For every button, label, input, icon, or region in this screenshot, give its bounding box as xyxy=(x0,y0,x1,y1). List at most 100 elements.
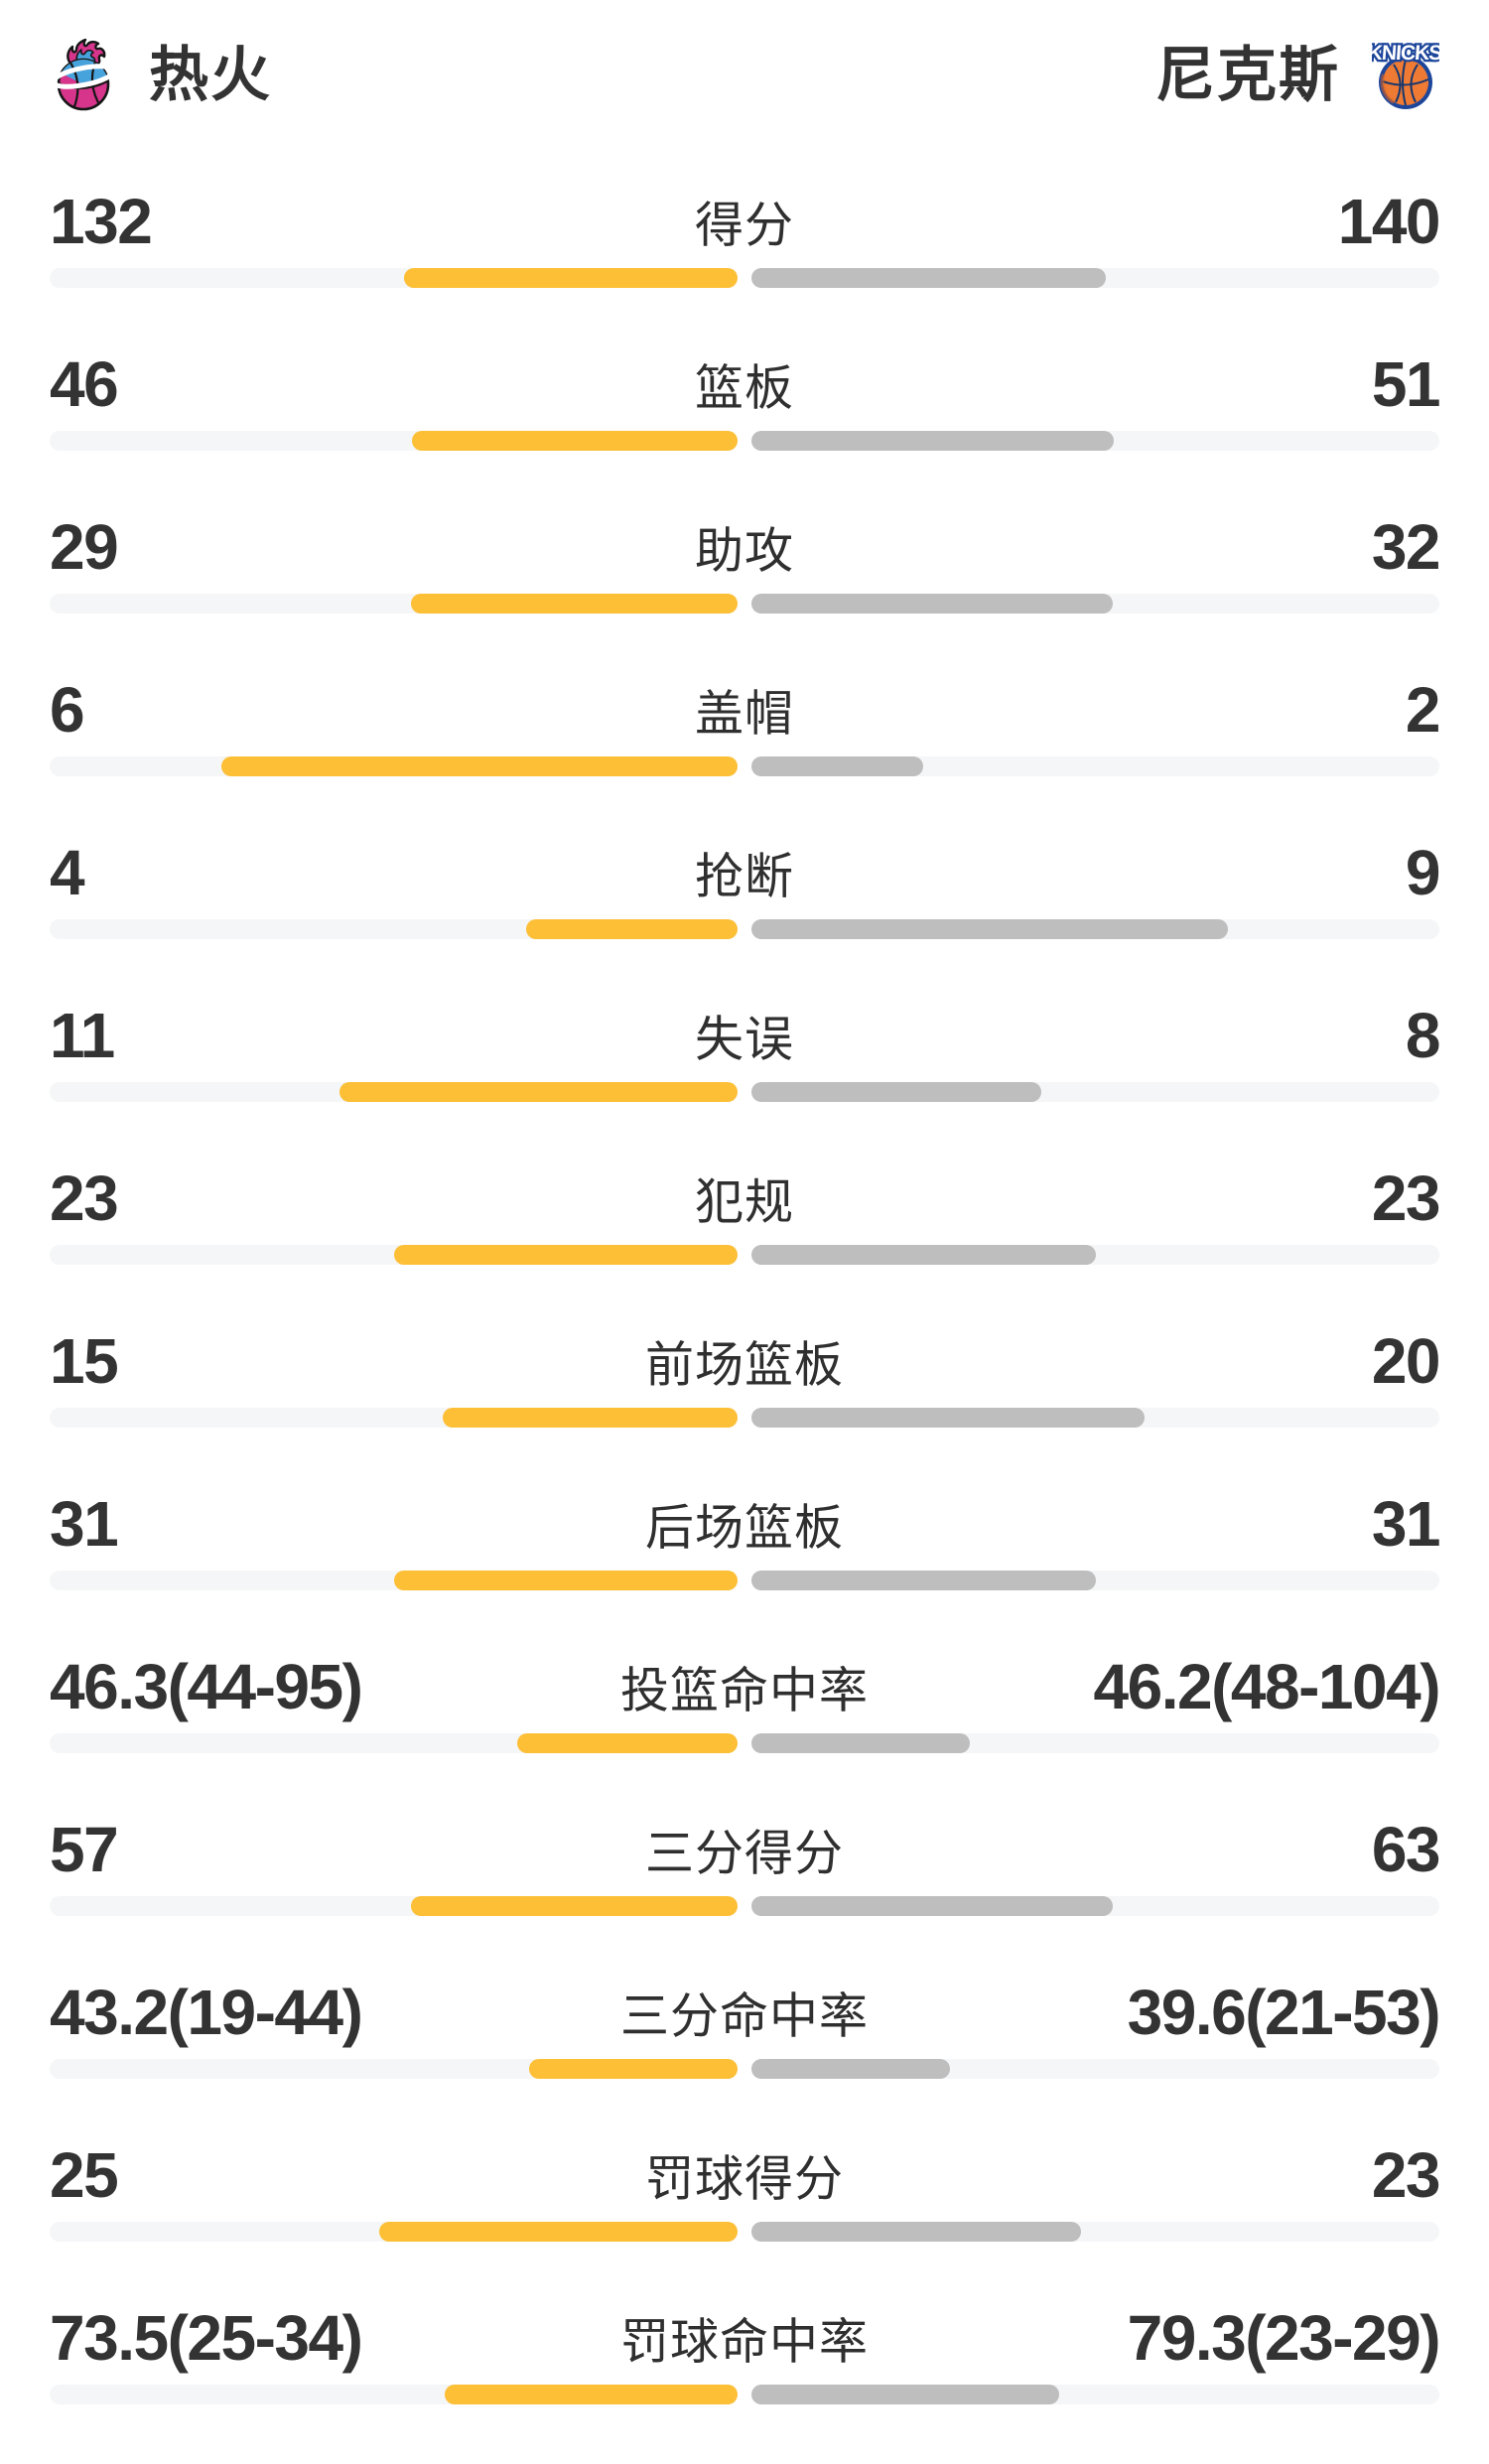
team-home-name: 热火 xyxy=(149,42,272,108)
away-bar-fill xyxy=(751,1082,1041,1102)
away-bar-fill xyxy=(751,1896,1113,1916)
stat-values-line: 132 得分 140 xyxy=(50,186,1441,257)
home-bar-fill xyxy=(410,1896,738,1916)
home-bar-fill xyxy=(525,919,738,939)
home-bar-track xyxy=(50,1896,738,1916)
stat-values-line: 25 罚球得分 23 xyxy=(50,2139,1441,2211)
home-bar-fill xyxy=(411,431,738,451)
away-bar-track xyxy=(751,1896,1439,1916)
home-stat-value: 6 xyxy=(50,674,85,746)
stat-bars xyxy=(50,919,1439,939)
home-bar-track xyxy=(50,594,738,614)
away-bar-track xyxy=(751,431,1439,451)
away-bar-track xyxy=(751,268,1439,288)
away-stat-value: 8 xyxy=(1405,1000,1441,1071)
home-bar-track xyxy=(50,1408,738,1428)
stat-bars xyxy=(50,756,1439,776)
stat-label: 投篮命中率 xyxy=(619,1664,870,1718)
away-stat-value: 51 xyxy=(1371,348,1441,420)
home-stat-value: 43.2(19-44) xyxy=(50,1977,363,2048)
team-away-name: 尼克斯 xyxy=(1155,42,1340,108)
home-stat-value: 46 xyxy=(50,348,119,420)
home-bar-track xyxy=(50,431,738,451)
stat-row-14: 73.5(25-34) 罚球命中率 79.3(23-29) xyxy=(0,2305,1489,2464)
away-bar-fill xyxy=(751,756,924,776)
away-stat-value: 39.6(21-53) xyxy=(1127,1977,1441,2048)
svg-text:KNICKS: KNICKS xyxy=(1372,42,1439,65)
scoreboard-header: 热火 尼克斯 KNICKS xyxy=(0,38,1489,113)
stat-row-3: 29 助攻 32 xyxy=(0,514,1489,673)
home-stat-value: 23 xyxy=(50,1163,119,1234)
home-bar-track xyxy=(50,2059,738,2079)
away-stat-value: 23 xyxy=(1371,1163,1441,1234)
away-stat-value: 79.3(23-29) xyxy=(1127,2302,1441,2374)
away-stat-value: 9 xyxy=(1405,837,1441,908)
away-stat-value: 20 xyxy=(1371,1325,1441,1397)
stat-bars xyxy=(50,1571,1439,1590)
stat-label: 得分 xyxy=(694,199,795,253)
stat-bars xyxy=(50,1245,1439,1265)
away-stat-value: 2 xyxy=(1405,674,1441,746)
away-stat-value: 23 xyxy=(1371,2139,1441,2211)
home-bar-track xyxy=(50,1733,738,1753)
home-stat-value: 132 xyxy=(50,186,153,257)
away-bar-fill xyxy=(751,1571,1096,1590)
stat-label: 失误 xyxy=(694,1013,795,1067)
away-bar-track xyxy=(751,1408,1439,1428)
stat-row-5: 4 抢断 9 xyxy=(0,840,1489,999)
stat-values-line: 11 失误 8 xyxy=(50,1000,1441,1071)
away-bar-fill xyxy=(751,1733,970,1753)
stat-label: 犯规 xyxy=(694,1175,795,1230)
stat-bars xyxy=(50,1082,1439,1102)
stat-label: 助攻 xyxy=(694,524,795,579)
away-stat-value: 32 xyxy=(1371,511,1441,583)
home-bar-fill xyxy=(445,2385,738,2404)
away-bar-track xyxy=(751,1082,1439,1102)
stat-bars xyxy=(50,268,1439,288)
knicks-logo-icon: KNICKS xyxy=(1372,40,1439,109)
home-stat-value: 4 xyxy=(50,837,85,908)
stat-values-line: 46.3(44-95) 投篮命中率 46.2(48-104) xyxy=(50,1651,1441,1722)
away-stat-value: 31 xyxy=(1371,1488,1441,1560)
home-stat-value: 57 xyxy=(50,1814,119,1885)
stat-values-line: 23 犯规 23 xyxy=(50,1163,1441,1234)
away-bar-track xyxy=(751,1245,1439,1265)
home-bar-track xyxy=(50,756,738,776)
home-bar-track xyxy=(50,919,738,939)
team-away: 尼克斯 KNICKS xyxy=(1155,38,1439,113)
home-bar-fill xyxy=(338,1082,738,1102)
stat-values-line: 15 前场篮板 20 xyxy=(50,1325,1441,1397)
away-bar-track xyxy=(751,2222,1439,2242)
stat-values-line: 46 篮板 51 xyxy=(50,348,1441,420)
home-bar-fill xyxy=(221,756,738,776)
stat-row-12: 43.2(19-44) 三分命中率 39.6(21-53) xyxy=(0,1980,1489,2138)
stat-values-line: 4 抢断 9 xyxy=(50,837,1441,908)
away-bar-fill xyxy=(751,2385,1059,2404)
stat-values-line: 73.5(25-34) 罚球命中率 79.3(23-29) xyxy=(50,2302,1441,2374)
team-home: 热火 xyxy=(50,38,272,113)
stat-bars xyxy=(50,1896,1439,1916)
home-bar-track xyxy=(50,268,738,288)
away-bar-track xyxy=(751,594,1439,614)
away-bar-fill xyxy=(751,2222,1081,2242)
stat-row-13: 25 罚球得分 23 xyxy=(0,2142,1489,2301)
home-stat-value: 25 xyxy=(50,2139,119,2211)
stat-bars xyxy=(50,594,1439,614)
stat-values-line: 29 助攻 32 xyxy=(50,511,1441,583)
heat-logo-icon xyxy=(51,39,116,111)
home-bar-fill xyxy=(393,1571,738,1590)
stat-values-line: 43.2(19-44) 三分命中率 39.6(21-53) xyxy=(50,1977,1441,2048)
stat-bars xyxy=(50,2059,1439,2079)
home-stat-value: 15 xyxy=(50,1325,119,1397)
stat-bars xyxy=(50,431,1439,451)
stat-row-7: 23 犯规 23 xyxy=(0,1165,1489,1324)
away-bar-fill xyxy=(751,919,1228,939)
away-bar-fill xyxy=(751,594,1113,614)
stats-list: 132 得分 140 46 篮板 51 xyxy=(0,189,1489,2464)
stat-row-1: 132 得分 140 xyxy=(0,189,1489,347)
home-bar-track xyxy=(50,1571,738,1590)
home-stat-value: 46.3(44-95) xyxy=(50,1651,363,1722)
home-stat-value: 31 xyxy=(50,1488,119,1560)
stat-row-10: 46.3(44-95) 投篮命中率 46.2(48-104) xyxy=(0,1654,1489,1813)
away-stat-value: 63 xyxy=(1371,1814,1441,1885)
